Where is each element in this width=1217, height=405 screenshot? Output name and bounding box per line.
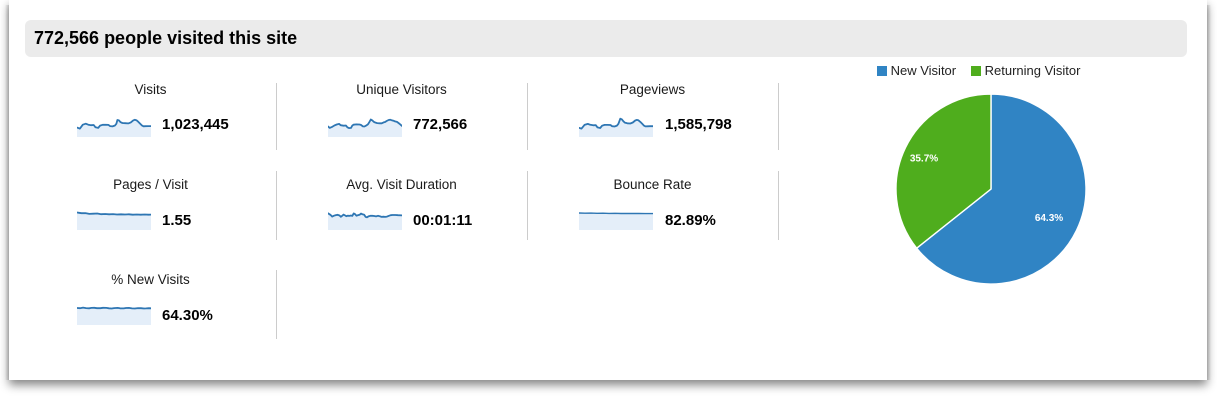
svg-text:35.7%: 35.7% xyxy=(910,154,938,165)
svg-text:64.3%: 64.3% xyxy=(1035,213,1063,224)
